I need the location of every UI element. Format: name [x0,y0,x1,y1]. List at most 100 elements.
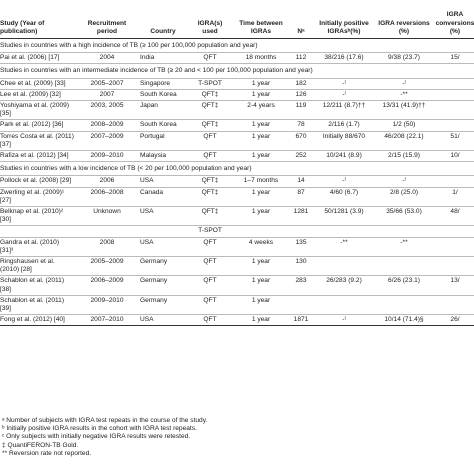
cell-recruitment: 2008 [99,238,115,246]
cell-reversions [376,257,432,276]
cell-igra: QFT‡ [201,102,219,110]
cell-country: USA [140,316,154,324]
cell-study: Yoshiyama et al. (2009) [35] [0,102,70,118]
cell-country: Portugal [140,132,165,140]
cell-conversions [432,257,474,276]
cell-country: USA [140,238,154,246]
cell-country: Germany [140,258,168,266]
cell-country: Singapore [140,79,171,87]
cell-n: 135 [295,238,307,246]
cell-recruitment: 2007–2009 [90,132,124,140]
cell-conversions: 10/ [450,152,460,160]
footnotes: ᵃ Number of subjects with IGRA test repe… [2,417,472,458]
cell-time: 18 months [245,54,277,62]
table-row: Pai et al. (2006) [17] 2004 India QFT 18 mon… [0,53,474,64]
footnote: ᵇ Initially positive IGRA results in the… [2,425,197,433]
cell-n: 670 [295,132,307,140]
footnote: ‡ QuantiFERON-TB Gold. [2,441,79,449]
cell-recruitment: 2006–2008 [90,188,124,196]
table-row: Gandra et al. (2010) [31]³ 2008 USA QFT 4 we… [0,237,474,257]
cell-recruitment: 2007 [99,90,115,98]
cell-reversions: 2/15 (15.9) [388,152,420,160]
cell-n: 87 [297,188,305,196]
cell-study: Pai et al. (2006) [17] [0,54,60,62]
cell-study: Schablon et al. (2011) [39] [0,296,65,313]
cell-igra: QFT‡ [201,177,219,185]
cell-study: Lee et al. (2009) [32] [0,90,61,98]
cell-reversions: 10/14 (71.4)§ [384,316,424,324]
cell-time: 1 year [251,208,271,216]
table-row: Belknap et al. (2010)² [30] Unknown USA QFT… [0,207,474,226]
table-row: Schablon et al. (2011) [38] 2006–2009 Germ… [0,276,474,296]
cell-n: 14 [297,177,305,185]
cell-positive: 38/216 (17.6) [324,54,364,62]
cell-reversions: 13/31 (41.9)†† [382,102,426,110]
cell-n: 126 [295,90,307,98]
cell-igra: QFT‡ [201,188,219,196]
table-row: Schablon et al. (2011) [39] 2009–2010 Germ… [0,295,474,315]
section-row: Studies in countries with a low incidenc… [0,161,474,177]
section-title: Studies in countries with a high inciden… [0,38,474,54]
section-title: Studies in countries with a low incidenc… [0,161,474,177]
cell-study: Pollock et al. (2008) [29] [0,177,72,185]
cell-n: 1281 [293,208,309,216]
cell-reversions: 46/208 (22.1) [384,132,424,140]
cell-time: 1 year [251,188,271,196]
cell-reversions: -ˡ [402,177,406,185]
cell-igra: QFT [203,238,217,246]
cell-positive: -ˡ [342,177,346,185]
cell-time: 1 year [251,132,271,140]
cell-positive: -** [340,238,348,246]
cell-time: 1–7 months [243,177,279,185]
section-row: Studies in countries with an intermediat… [0,63,474,79]
cell-positive: 2/116 (1.7) [328,121,360,129]
header-igra: IGRA(s) used [188,0,232,39]
cell-country: Japan [140,102,158,110]
cell-recruitment [76,226,138,237]
table-row: Park et al. (2012) [36] 2008–2009 South Ko… [0,120,474,132]
cell-conversions [432,295,474,314]
header-recruitment: Recruitment period [76,0,138,39]
cell-recruitment: 2006 [99,177,115,185]
cell-n: 182 [295,79,307,87]
cell-reversions: -** [400,90,408,98]
cell-study: Rafiza et al. (2012) [34] [0,152,69,160]
cell-n [290,295,312,314]
cell-conversions [432,176,474,187]
table-row: T-SPOT [0,226,474,238]
cell-country: USA [140,208,154,216]
cell-igra: T-SPOT [198,227,222,235]
table-row: Lee et al. (2009) [32] 2007 South Korea QFT… [0,89,474,101]
header-positive: Initially positive IGRAsᵇ(%) [312,0,376,39]
cell-reversions: -** [400,238,408,246]
cell-positive: -ˡ [342,79,346,87]
cell-recruitment: 2007–2010 [90,316,124,324]
cell-reversions: 6/26 (23.1) [388,277,420,285]
cell-study: Ringshausen et al. (2010) [28] [0,258,55,274]
cell-conversions: 51/ [450,132,460,140]
cell-conversions: 48/ [450,208,460,216]
cell-reversions: 2/8 (25.0) [389,188,419,196]
cell-study: Zwerling et al. (2009)¹ [27] [0,188,65,204]
table-row: Torres Costa et al. (2011) [37] 2007–2009… [0,131,474,151]
cell-igra: T-SPOT [198,79,222,87]
section-title: Studies in countries with an intermediat… [0,63,474,79]
cell-igra: QFT [203,296,217,304]
cell-country: Canada [140,188,164,196]
cell-reversions: -ˡ [402,79,406,87]
cell-study [0,226,76,237]
cell-conversions [432,78,474,89]
cell-conversions [432,101,474,120]
cell-positive: -ˡ [342,90,346,98]
cell-time: 1 year [251,316,271,324]
cell-recruitment: 2009–2010 [90,296,124,304]
cell-country: South Korea [140,90,177,98]
cell-study: Torres Costa et al. (2011) [37] [0,132,74,148]
table-row: Chee et al. (2009) [33] 2005–2007 Singapor… [0,78,474,90]
cell-positive: -ˡ [342,316,346,324]
cell-conversions: 1/ [452,188,458,196]
cell-study: Belknap et al. (2010)² [30] [0,208,64,224]
cell-recruitment: Unknown [93,208,121,216]
cell-n: 1871 [293,316,309,324]
